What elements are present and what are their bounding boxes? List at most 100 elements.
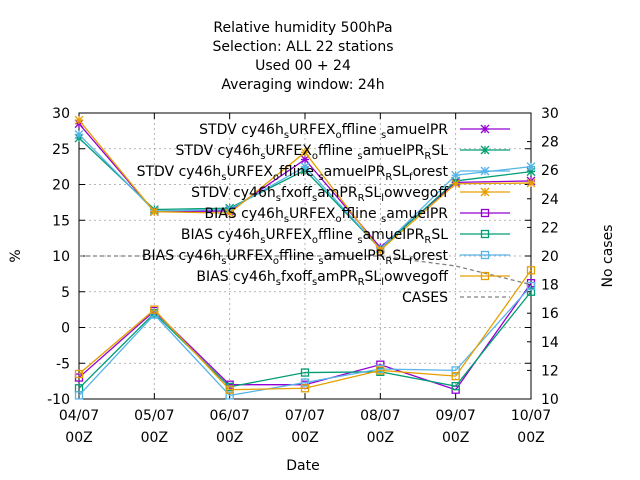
legend-label-part: amPR [317, 269, 358, 285]
marker-stroke [375, 245, 385, 255]
legend-label: STDV cy46hsURFEXoffline samuelPR [199, 122, 448, 141]
legend-label: BIAS cy46hsfxoffsamPRRSLlowvegoff [196, 269, 448, 288]
data-point [300, 162, 310, 172]
marker-stroke [451, 179, 461, 189]
legend-label-sub: o [336, 130, 342, 141]
data-point [300, 147, 310, 157]
y-tick-label: -5 [56, 356, 70, 372]
series-line [78, 285, 532, 397]
y-tick-label: 15 [52, 213, 70, 229]
y-tick-label: 30 [52, 106, 70, 122]
y-tick-label: 5 [61, 285, 70, 301]
legend-label-part: owvegoff [384, 269, 448, 285]
legend-label-sub: o [336, 214, 342, 225]
y2-tick-label: 26 [541, 163, 559, 179]
legend-label-part: ffline [279, 248, 318, 264]
legend-label-part: URFEX [226, 164, 273, 180]
data-point [376, 366, 385, 375]
legend-label-sub: s [221, 256, 226, 267]
legend-label-part: SL [392, 248, 409, 264]
legend-label-sub: R [385, 172, 392, 183]
legend-sample-marker [480, 229, 490, 239]
marker-stroke [480, 145, 490, 155]
title-line: Selection: ALL 22 stations [212, 39, 393, 55]
legend-label-part: SL [431, 143, 448, 159]
legend-label-part: SL [431, 227, 448, 243]
legend-label-sub: s [221, 172, 226, 183]
data-point [451, 371, 460, 381]
data-point [451, 381, 460, 391]
legend-label-sub: s [276, 277, 281, 288]
legend-label-sub: s [357, 235, 362, 246]
title-line: Averaging window: 24h [221, 77, 384, 93]
y2-tick-label: 12 [541, 363, 559, 379]
legend-label-part: amuelPR [363, 143, 425, 159]
y-axis: -10 -5 0 5 10 15 20 25 30 [47, 106, 531, 408]
data-point [526, 287, 536, 296]
data-point [150, 305, 159, 314]
y-axis-label: % [8, 249, 24, 262]
legend-sample-marker [480, 166, 490, 176]
x-tick-label: 09/07 [435, 408, 475, 424]
legend-label-sub: s [318, 256, 323, 267]
legend-label-part: ffline [318, 143, 357, 159]
y2-tick-label: 16 [541, 306, 559, 322]
marker-stroke [480, 124, 490, 134]
legend-label-sub: R [385, 256, 392, 267]
title-line: Used 00 + 24 [255, 58, 351, 74]
legend-label-part: fxoff [281, 269, 312, 285]
legend-label-part: amPR [317, 185, 358, 201]
y2-tick-label: 18 [541, 278, 559, 294]
data-point [74, 129, 84, 139]
marker-stroke [225, 208, 235, 218]
legend-label: CASES [402, 290, 448, 306]
legend-label-sub: R [424, 235, 431, 246]
legend-label-part: orest [413, 248, 449, 264]
series-7 [74, 266, 536, 394]
legend-label-sub: s [381, 214, 386, 225]
chart-title: Relative humidity 500hPa Selection: ALL 2… [212, 20, 393, 93]
legend-label-sub: s [284, 214, 289, 225]
legend-label-sub: R [358, 193, 365, 204]
data-point [526, 281, 536, 291]
data-point [451, 179, 461, 189]
legend-label-part: orest [413, 164, 449, 180]
series-3 [74, 115, 536, 255]
marker-stroke [526, 178, 536, 188]
legend-label-sub: o [312, 151, 318, 162]
legend-label-part: SL [365, 269, 382, 285]
legend-label-base: BIAS cy46h [196, 269, 275, 285]
series-6 [74, 281, 536, 400]
series-layer [74, 115, 536, 400]
legend-sample-marker [480, 250, 490, 260]
marker-stroke [451, 170, 461, 180]
legend-label-base: BIAS cy46h [205, 206, 284, 222]
legend-label: BIAS cy46hsURFEXoffline samuelPRRSLfores… [142, 248, 449, 267]
x-tick-label: 10/07 [511, 408, 551, 424]
y2-tick-label: 24 [541, 192, 559, 208]
title-line: Relative humidity 500hPa [213, 20, 392, 36]
x-tick-label: 00Z [367, 430, 394, 446]
series-8 [79, 255, 532, 286]
grid [79, 113, 531, 399]
y2-tick-label: 20 [541, 249, 559, 265]
legend-label-part: SL [392, 164, 409, 180]
legend-label-sub: o [312, 235, 318, 246]
legend-sample-marker [480, 208, 490, 218]
y-tick-label: 0 [61, 321, 70, 337]
legend-sample-marker [480, 271, 490, 281]
marker-stroke [74, 129, 84, 139]
legend-label-part: amuelPR [386, 122, 448, 138]
legend-label-sub: f [409, 256, 413, 267]
legend-sample-marker [480, 124, 490, 134]
series-line [78, 269, 532, 391]
y-tick-label: 10 [52, 249, 70, 265]
data-point [225, 385, 234, 394]
data-point [300, 378, 310, 387]
y2-tick-label: 22 [541, 220, 559, 236]
legend-label-part: amuelPR [324, 164, 386, 180]
legend-label: BIAS cy46hsURFEXoffline samuelPR [205, 206, 449, 225]
x-tick-label: 00Z [141, 430, 168, 446]
data-point [300, 384, 310, 393]
